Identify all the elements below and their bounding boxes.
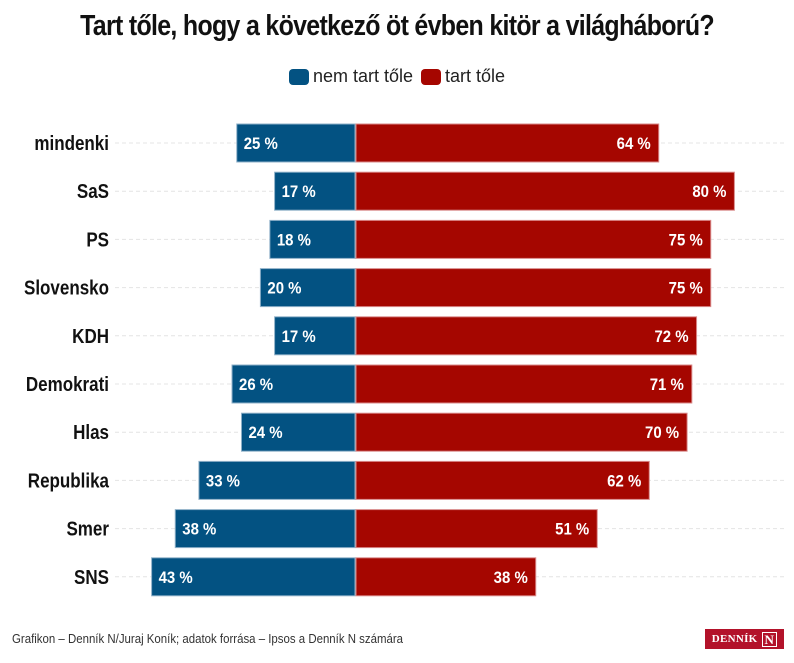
data-label-tart-tole: 72 % bbox=[654, 328, 688, 346]
category-label: Hlas bbox=[73, 421, 109, 444]
bar-nem-tart-tole bbox=[269, 219, 356, 259]
legend-item-tart-tole: tart tőle bbox=[421, 66, 505, 87]
data-label-tart-tole: 71 % bbox=[650, 376, 684, 394]
data-label-nem-tart-tole: 20 % bbox=[267, 280, 301, 298]
data-label-nem-tart-tole: 38 % bbox=[182, 521, 216, 539]
bar-nem-tart-tole bbox=[236, 123, 356, 163]
logo-text: DENNÍK bbox=[711, 633, 758, 645]
category-label: SaS bbox=[77, 180, 109, 203]
bar-tart-tole bbox=[355, 123, 660, 163]
bar-nem-tart-tole bbox=[231, 364, 356, 404]
data-label-tart-tole: 64 % bbox=[617, 135, 651, 153]
data-label-nem-tart-tole: 17 % bbox=[282, 328, 316, 346]
data-label-tart-tole: 75 % bbox=[669, 280, 703, 298]
data-label-tart-tole: 80 % bbox=[692, 183, 726, 201]
data-label-nem-tart-tole: 25 % bbox=[244, 135, 278, 153]
chart-title: Tart tőle, hogy a következő öt évben kit… bbox=[80, 10, 715, 42]
legend-swatch-blue bbox=[288, 68, 309, 85]
category-label: mindenki bbox=[34, 132, 109, 155]
category-label: Demokrati bbox=[26, 373, 109, 396]
legend-item-nem-tart-tole: nem tart tőle bbox=[288, 66, 413, 87]
bar-nem-tart-tole bbox=[198, 460, 356, 500]
bar-nem-tart-tole bbox=[151, 557, 356, 597]
bar-nem-tart-tole bbox=[274, 171, 356, 211]
data-label-nem-tart-tole: 24 % bbox=[248, 424, 282, 442]
data-label-nem-tart-tole: 17 % bbox=[282, 183, 316, 201]
legend-swatch-red bbox=[421, 68, 441, 85]
source-credit: Grafikon – Denník N/Juraj Koník; adatok … bbox=[12, 631, 404, 646]
category-label: SNS bbox=[74, 565, 109, 588]
bar-nem-tart-tole bbox=[240, 412, 356, 452]
category-label: KDH bbox=[72, 324, 109, 347]
data-label-nem-tart-tole: 43 % bbox=[159, 569, 193, 587]
bar-tart-tole bbox=[355, 171, 735, 211]
bar-nem-tart-tole bbox=[174, 509, 356, 549]
bar-tart-tole bbox=[355, 268, 712, 308]
data-label-nem-tart-tole: 26 % bbox=[239, 376, 273, 394]
bar-tart-tole bbox=[355, 557, 537, 597]
logo-mark: N bbox=[761, 631, 778, 647]
data-label-nem-tart-tole: 18 % bbox=[277, 232, 311, 250]
data-label-nem-tart-tole: 33 % bbox=[206, 473, 240, 491]
data-label-tart-tole: 51 % bbox=[555, 521, 589, 539]
category-label: Slovensko bbox=[24, 276, 109, 299]
category-label: PS bbox=[86, 228, 109, 251]
data-label-tart-tole: 62 % bbox=[607, 473, 641, 491]
category-label: Republika bbox=[28, 469, 110, 492]
category-label: Smer bbox=[66, 517, 109, 540]
bar-nem-tart-tole bbox=[259, 268, 356, 308]
denník-n-logo: DENNÍK N bbox=[705, 629, 784, 649]
bar-tart-tole bbox=[355, 219, 712, 259]
legend-label: tart tőle bbox=[445, 66, 506, 86]
bar-tart-tole bbox=[355, 316, 698, 356]
bar-nem-tart-tole bbox=[274, 316, 356, 356]
data-label-tart-tole: 70 % bbox=[645, 424, 679, 442]
data-label-tart-tole: 75 % bbox=[669, 232, 703, 250]
data-label-tart-tole: 38 % bbox=[494, 569, 528, 587]
bar-tart-tole bbox=[355, 364, 693, 404]
bar-tart-tole bbox=[355, 460, 650, 500]
bar-tart-tole bbox=[355, 509, 598, 549]
bar-tart-tole bbox=[355, 412, 688, 452]
legend-label: nem tart tőle bbox=[312, 66, 413, 86]
legend: nem tart tőle tart tőle bbox=[0, 66, 794, 87]
